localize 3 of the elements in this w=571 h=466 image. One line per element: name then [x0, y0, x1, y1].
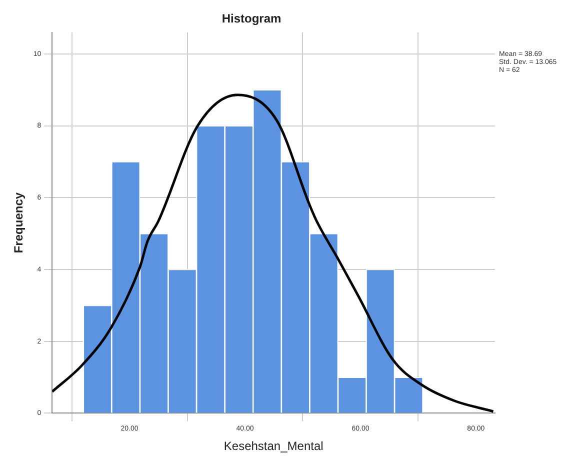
y-axis-title: Frequency [12, 192, 26, 254]
x-axis-title: Kesehstan_Mental [224, 439, 324, 454]
chart-title: Histogram [222, 12, 282, 26]
